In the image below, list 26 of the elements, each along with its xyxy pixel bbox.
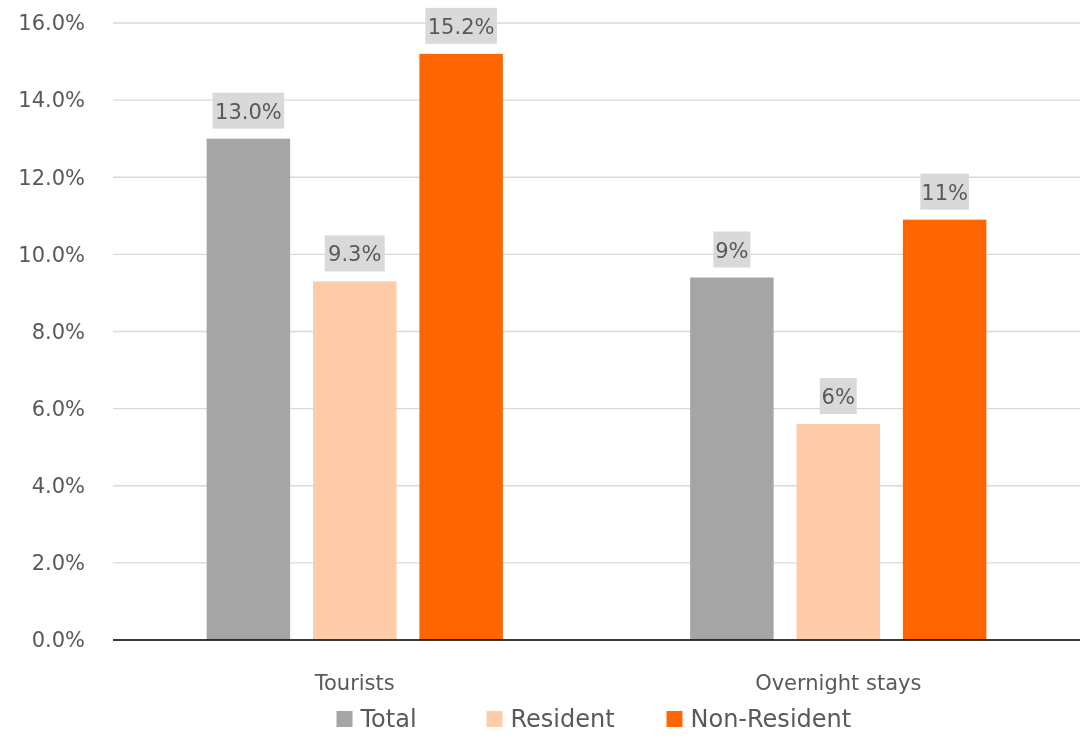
y-tick-label: 4.0% <box>31 474 85 499</box>
bar <box>206 138 291 640</box>
y-tick-label: 8.0% <box>31 319 85 344</box>
data-label: 9.3% <box>328 242 382 267</box>
legend-label: Resident <box>510 705 615 733</box>
legend-label: Non-Resident <box>690 705 852 733</box>
data-label: 9% <box>715 238 749 263</box>
bar <box>796 424 880 640</box>
legend-label: Total <box>359 705 417 733</box>
bar <box>313 281 397 640</box>
y-tick-label: 10.0% <box>18 242 85 267</box>
y-tick-label: 0.0% <box>31 628 85 653</box>
y-tick-label: 2.0% <box>31 551 85 576</box>
data-label: 6% <box>821 385 855 410</box>
y-tick-label: 14.0% <box>18 88 85 113</box>
bar <box>419 53 503 640</box>
y-tick-label: 6.0% <box>31 396 85 421</box>
data-label: 15.2% <box>427 14 495 39</box>
bar <box>902 219 987 640</box>
bar <box>690 277 774 640</box>
data-label: 11% <box>921 180 968 205</box>
y-tick-label: 12.0% <box>18 165 85 190</box>
data-label: 13.0% <box>215 99 282 124</box>
x-tick-label: Overnight stays <box>755 671 922 695</box>
y-tick-label: 16.0% <box>18 11 85 36</box>
x-tick-label: Tourists <box>313 671 395 695</box>
